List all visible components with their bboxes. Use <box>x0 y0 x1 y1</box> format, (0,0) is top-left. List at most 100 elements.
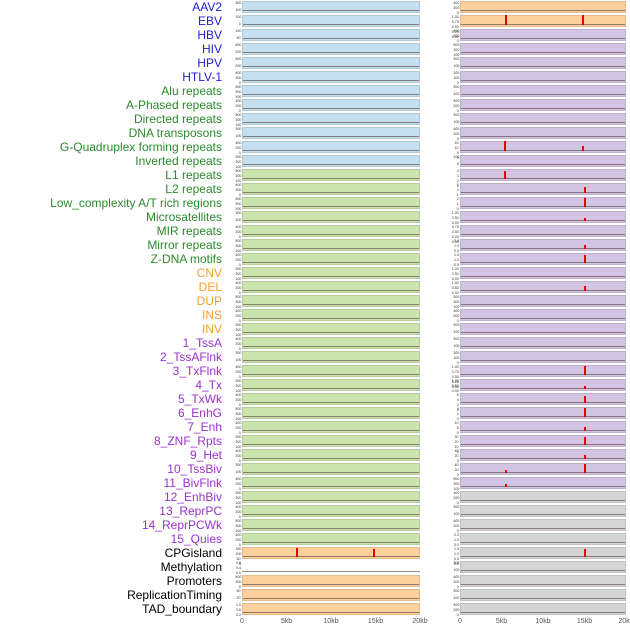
row-label: Microsatellites <box>145 210 222 224</box>
y-tick-label: 400 <box>452 126 459 132</box>
x-tick-label: 20kb <box>412 618 428 625</box>
signal-baseline <box>243 94 419 95</box>
y-tick-label: 300 <box>234 299 241 305</box>
y-tick-label: 0 <box>238 192 241 198</box>
y-tick-label: 0.25 <box>451 379 459 385</box>
y-axis-ticks: 2.0 1.0 0.0 <box>446 238 460 254</box>
row-label: 8_ZNF_Rpts <box>153 434 222 448</box>
y-tick-label: 0.50 <box>451 285 459 291</box>
track-row: Methylation 0.8 0.4 0.0 300 100 <box>0 560 630 575</box>
y-axis-ticks: 400 200 0 <box>446 603 460 617</box>
track-panel-right <box>460 477 626 489</box>
track-panel-left <box>242 99 420 111</box>
track-row: L2 repeats 400 200 0 3 2 1 <box>0 182 630 198</box>
signal-baseline <box>243 108 419 109</box>
x-tick-label: 0 <box>240 618 244 625</box>
y-axis-ticks: 500 300 100 <box>228 169 242 183</box>
signal-baseline <box>461 360 625 361</box>
y-tick-label: 300 <box>234 201 241 207</box>
y-tick-label: 300 <box>234 173 241 179</box>
track-panel-left <box>242 211 420 223</box>
y-axis-ticks: 500 300 100 <box>228 239 242 254</box>
signal-baseline <box>243 598 419 599</box>
y-tick-label: 300 <box>234 495 241 501</box>
y-tick-label: 200 <box>234 145 241 151</box>
y-axis-ticks: 150 50 <box>228 29 242 41</box>
signal-baseline <box>461 122 625 123</box>
y-tick-label: 400 <box>234 420 241 426</box>
y-tick-label: 10 <box>454 145 459 151</box>
y-tick-label: 400 <box>234 70 241 76</box>
signal-baseline <box>461 66 625 67</box>
y-axis-ticks: 300 100 <box>228 351 242 363</box>
y-axis-ticks: 600 200 <box>228 43 242 55</box>
signal-baseline <box>243 430 419 431</box>
y-tick-label: 500 <box>234 112 241 118</box>
signal-baseline <box>243 374 419 375</box>
y-tick-label: 100 <box>234 248 241 254</box>
y-tick-label: 0.0 <box>453 248 459 254</box>
y-tick-label: 0 <box>456 38 459 44</box>
y-axis-ticks: 400 200 0 <box>228 393 242 407</box>
y-axis-ticks: 1.00 0.50 0.00 <box>446 267 460 282</box>
y-axis-ticks: 0.75 0.50 0.25 0.00 <box>446 225 460 244</box>
row-label: CNV <box>196 266 222 280</box>
track-row: 3_TxFlnk 400 200 0 1.00 0.75 0.50 0.25 0.00 <box>0 364 630 389</box>
signal-spike <box>584 549 586 557</box>
signal-spike <box>505 470 508 473</box>
y-tick-label: 1.0 <box>453 257 459 263</box>
y-tick-label: 0 <box>238 80 241 86</box>
signal-baseline <box>243 500 419 501</box>
y-tick-label: 100 <box>452 486 459 492</box>
signal-baseline <box>461 444 625 445</box>
track-panel-left <box>242 449 420 461</box>
track-row: DUP 500 300 100 500 300 100 <box>0 294 630 309</box>
signal-baseline <box>243 458 419 459</box>
y-tick-label: 200 <box>234 187 241 193</box>
track-row: MIR repeats 400 200 0 0.75 0.50 0.25 0.00 <box>0 224 630 244</box>
row-label: Mirror repeats <box>147 238 222 252</box>
track-panel-right <box>460 29 626 41</box>
y-axis-ticks: 400 200 0 <box>446 1 460 15</box>
signal-baseline <box>243 556 419 557</box>
y-tick-label: 100 <box>234 416 241 422</box>
y-tick-label: 150 <box>234 28 241 34</box>
y-axis-ticks: 400 200 0 <box>228 575 242 589</box>
y-tick-label: 0 <box>238 542 241 548</box>
y-tick-label: 100 <box>452 63 459 69</box>
y-tick-label: 1.00 <box>451 364 459 370</box>
y-tick-label: 300 <box>452 560 459 566</box>
track-row: TAD_boundary 1.0 0.6 0.2 400 200 0 <box>0 602 630 617</box>
y-axis-ticks: 1.00 0.75 0.50 0.25 0.00 <box>446 15 460 39</box>
y-tick-label: 0 <box>238 108 241 114</box>
y-tick-label: 1.00 <box>451 210 459 216</box>
track-panel-right <box>460 239 626 251</box>
y-axis-ticks: 1.5 1.0 0.5 <box>446 253 460 267</box>
y-tick-label: 0.00 <box>451 276 459 282</box>
track-panel-left <box>242 491 420 503</box>
y-tick-label: 0.00 <box>451 384 459 390</box>
track-row: HBV 150 50 400 200 0 <box>0 28 630 44</box>
y-axis-ticks: 300 100 <box>446 323 460 335</box>
y-tick-label: 0 <box>456 458 459 464</box>
track-row: AAV2 300 100 400 200 0 <box>0 0 630 15</box>
y-tick-label: 600 <box>234 42 241 48</box>
track-row: 6_EnhG 500 300 100 4 2 0 <box>0 406 630 422</box>
signal-spike <box>584 436 586 445</box>
signal-baseline <box>243 416 419 417</box>
y-axis-ticks: 400 200 0 <box>228 281 242 295</box>
y-tick-label: 0 <box>456 500 459 506</box>
y-tick-label: 100 <box>452 52 459 58</box>
y-axis-ticks: 400 200 0 <box>446 519 460 533</box>
y-tick-label: 0 <box>456 80 459 86</box>
y-tick-label: 0.25 <box>451 234 459 240</box>
signal-baseline <box>243 192 419 193</box>
row-label: CPGisland <box>164 546 222 560</box>
y-axis-ticks: 500 300 100 <box>228 155 242 169</box>
row-label: 11_BivFlnk <box>163 476 222 490</box>
y-tick-label: 2.0 <box>453 238 459 244</box>
track-panel-left <box>242 71 420 83</box>
track-panel-right <box>460 197 626 209</box>
x-tick-label: 10kb <box>535 618 551 625</box>
